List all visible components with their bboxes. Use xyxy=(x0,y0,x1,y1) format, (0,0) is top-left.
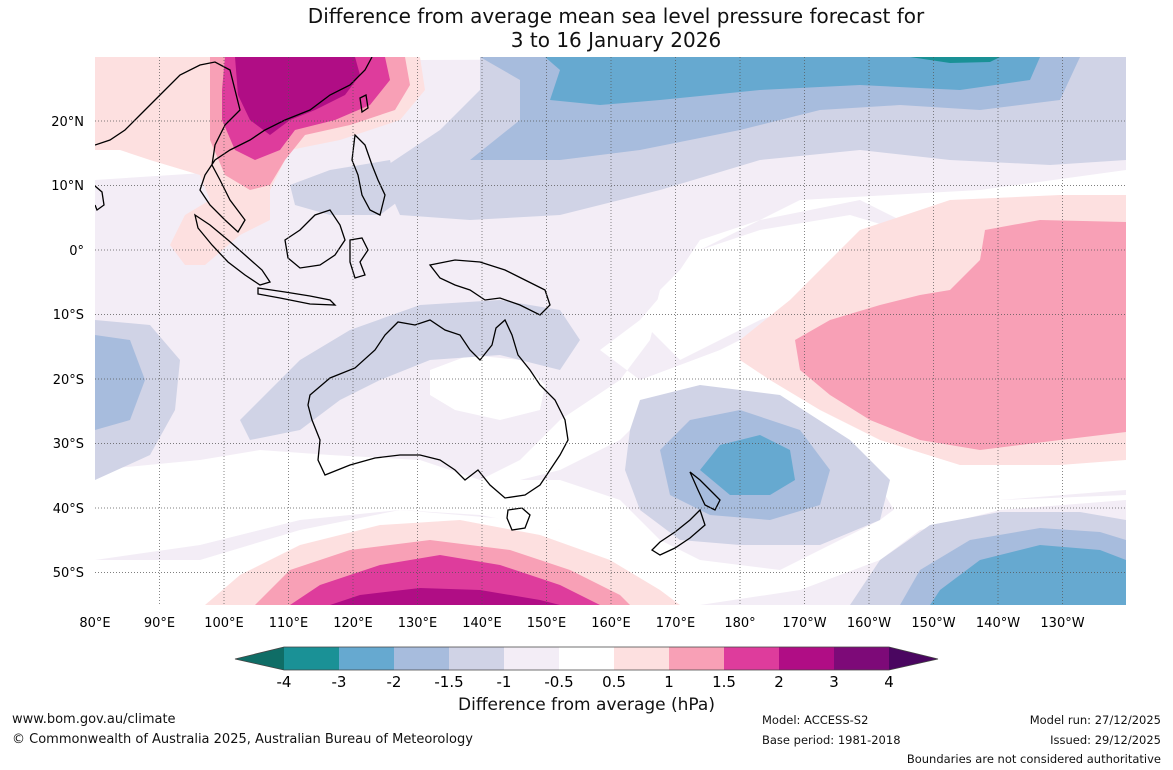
y-tick-label: 20°S xyxy=(53,373,84,388)
colorbar-left-arrow xyxy=(235,647,284,670)
base-period-text: Base period: 1981-2018 xyxy=(762,733,901,747)
colorbar-segment xyxy=(669,647,724,670)
colorbar-segment xyxy=(339,647,394,670)
y-tick-label: 40°S xyxy=(53,502,84,517)
map-area xyxy=(95,57,1126,605)
colorbar-labels: -4 -3 -2 -1.5 -1 -0.5 0.5 1 1.5 2 3 4 xyxy=(277,673,894,691)
anomaly-neutral-south xyxy=(95,450,1126,605)
colorbar-label: 1.5 xyxy=(712,673,736,691)
x-tick-label: 160°W xyxy=(847,616,891,631)
x-tick-label: 90°E xyxy=(144,616,175,631)
colorbar-segment xyxy=(449,647,504,670)
colorbar-segment xyxy=(394,647,449,670)
anomaly-neg-2-tasman xyxy=(700,435,795,495)
colorbar-segment xyxy=(284,647,339,670)
colorbar: -4 -3 -2 -1.5 -1 -0.5 0.5 1 1.5 2 3 4 xyxy=(234,646,939,691)
colorbar-segment xyxy=(614,647,669,670)
anomaly-neg-2-southeast xyxy=(930,545,1126,605)
coastlines xyxy=(95,57,721,556)
colorbar-label: -4 xyxy=(277,673,292,691)
anomaly-pos-1-5-south xyxy=(290,555,600,605)
disclaimer-text: Boundaries are not considered authoritat… xyxy=(906,752,1161,766)
colorbar-segment xyxy=(559,647,614,670)
nz-north-coastline xyxy=(689,471,721,511)
anomaly-neutral-pacific xyxy=(650,215,900,360)
anomaly-pos-2-south xyxy=(330,588,560,605)
colorbar-label: -1.5 xyxy=(434,673,463,691)
australia-coastline xyxy=(307,318,569,499)
title-line-1: Difference from average mean sea level p… xyxy=(307,4,925,28)
y-tick-label: 20°N xyxy=(51,115,84,130)
model-text: Model: ACCESS-S2 xyxy=(762,713,869,727)
x-axis-ticks: 80°E 90°E 100°E 110°E 120°E 130°E 140°E … xyxy=(79,616,1084,631)
x-tick-label: 150°E xyxy=(527,616,567,631)
nz-south-coastline xyxy=(650,508,706,556)
x-tick-label: 180° xyxy=(724,616,755,631)
colorbar-outline xyxy=(234,646,939,671)
colorbar-label: 1 xyxy=(664,673,674,691)
gridlines xyxy=(95,57,1126,605)
x-tick-label: 170°W xyxy=(782,616,826,631)
website-link[interactable]: www.bom.gov.au/climate xyxy=(12,712,176,727)
y-axis-ticks: 20°N 10°N 0° 10°S 20°S 30°S 40°S 50°S xyxy=(51,115,84,581)
y-tick-label: 10°S xyxy=(53,308,84,323)
x-tick-label: 160°E xyxy=(591,616,631,631)
x-tick-label: 140°E xyxy=(462,616,502,631)
colorbar-label: 0.5 xyxy=(602,673,626,691)
anomaly-neg-1-5-north-equator xyxy=(290,160,400,215)
sri-lanka-coastline xyxy=(95,185,105,212)
colorbar-label: 4 xyxy=(884,673,894,691)
colorbar-title: Difference from average (hPa) xyxy=(458,695,715,715)
x-tick-label: 130°E xyxy=(398,616,438,631)
x-tick-label: 120°E xyxy=(333,616,373,631)
issued-text: Issued: 29/12/2025 xyxy=(1050,733,1161,747)
title-line-2: 3 to 16 January 2026 xyxy=(510,28,722,52)
java-coastline xyxy=(257,287,337,306)
x-tick-label: 100°E xyxy=(204,616,244,631)
anomaly-neutral-australia xyxy=(430,355,545,420)
x-tick-label: 140°W xyxy=(976,616,1020,631)
model-run-text: Model run: 27/12/2025 xyxy=(1029,713,1161,727)
x-tick-label: 150°W xyxy=(911,616,955,631)
y-tick-label: 50°S xyxy=(53,566,84,581)
colorbar-label: -0.5 xyxy=(544,673,573,691)
colorbar-label: -2 xyxy=(387,673,402,691)
sulawesi-coastline xyxy=(349,237,369,279)
taiwan-coastline xyxy=(359,94,369,114)
x-tick-label: 130°W xyxy=(1040,616,1084,631)
x-tick-label: 80°E xyxy=(79,616,110,631)
x-tick-label: 110°E xyxy=(269,616,309,631)
colorbar-label: 3 xyxy=(829,673,839,691)
y-tick-label: 30°S xyxy=(53,437,84,452)
anomaly-neg-3-north-pacific xyxy=(910,57,1000,63)
asia-mainland-coastline xyxy=(95,57,373,234)
sumatra-coastline xyxy=(193,213,272,286)
colorbar-label: -1 xyxy=(497,673,512,691)
chart-title: Difference from average mean sea level p… xyxy=(0,4,1173,52)
copyright-text: © Commonwealth of Australia 2025, Austra… xyxy=(12,732,473,747)
colorbar-right-arrow xyxy=(889,647,938,670)
colorbar-segment xyxy=(724,647,779,670)
colorbar-label: -3 xyxy=(332,673,347,691)
anomaly-pos-1-pacific xyxy=(795,220,1126,450)
anomaly-pos-2-asia xyxy=(235,57,360,135)
colorbar-segment xyxy=(504,647,559,670)
y-tick-label: 10°N xyxy=(51,179,84,194)
philippines-coastline xyxy=(351,133,386,216)
borneo-coastline xyxy=(284,209,346,269)
y-tick-label: 0° xyxy=(69,244,84,259)
anomaly-neg-2-north-pacific xyxy=(545,57,1040,105)
colorbar-label: 2 xyxy=(774,673,784,691)
new-guinea-coastline xyxy=(428,259,551,316)
colorbar-segment xyxy=(779,647,834,670)
colorbar-segment xyxy=(834,647,889,670)
anomaly-pos-0-5-asia-west xyxy=(95,57,130,130)
x-tick-label: 170°E xyxy=(656,616,696,631)
anomaly-neg-1-5-west xyxy=(95,335,145,430)
